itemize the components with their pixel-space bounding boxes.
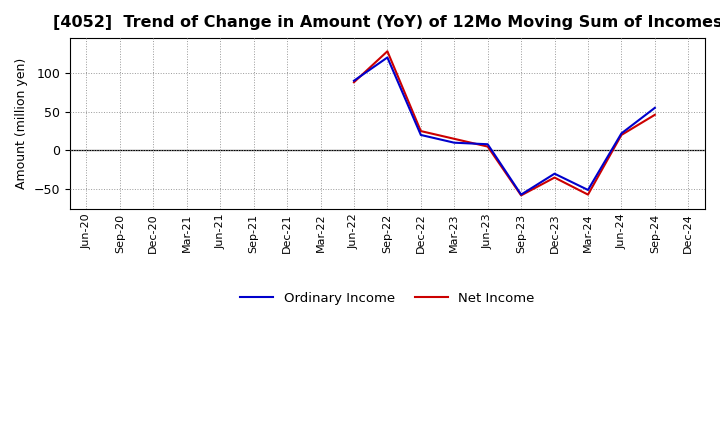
Ordinary Income — [584, 187, 593, 193]
Ordinary Income — [617, 131, 626, 136]
Ordinary Income — [450, 140, 459, 145]
Net Income — [651, 112, 660, 117]
Net Income — [350, 80, 359, 85]
Ordinary Income — [550, 171, 559, 176]
Net Income — [383, 49, 392, 54]
Ordinary Income — [416, 132, 425, 138]
Net Income — [517, 193, 526, 198]
Ordinary Income — [383, 55, 392, 60]
Title: [4052]  Trend of Change in Amount (YoY) of 12Mo Moving Sum of Incomes: [4052] Trend of Change in Amount (YoY) o… — [53, 15, 720, 30]
Legend: Ordinary Income, Net Income: Ordinary Income, Net Income — [235, 287, 540, 310]
Line: Net Income: Net Income — [354, 51, 655, 195]
Ordinary Income — [483, 142, 492, 147]
Line: Ordinary Income: Ordinary Income — [354, 58, 655, 194]
Net Income — [483, 144, 492, 149]
Net Income — [584, 192, 593, 197]
Ordinary Income — [517, 192, 526, 197]
Ordinary Income — [350, 78, 359, 83]
Net Income — [617, 132, 626, 138]
Y-axis label: Amount (million yen): Amount (million yen) — [15, 58, 28, 189]
Net Income — [416, 128, 425, 134]
Net Income — [450, 136, 459, 142]
Net Income — [550, 175, 559, 180]
Ordinary Income — [651, 105, 660, 110]
